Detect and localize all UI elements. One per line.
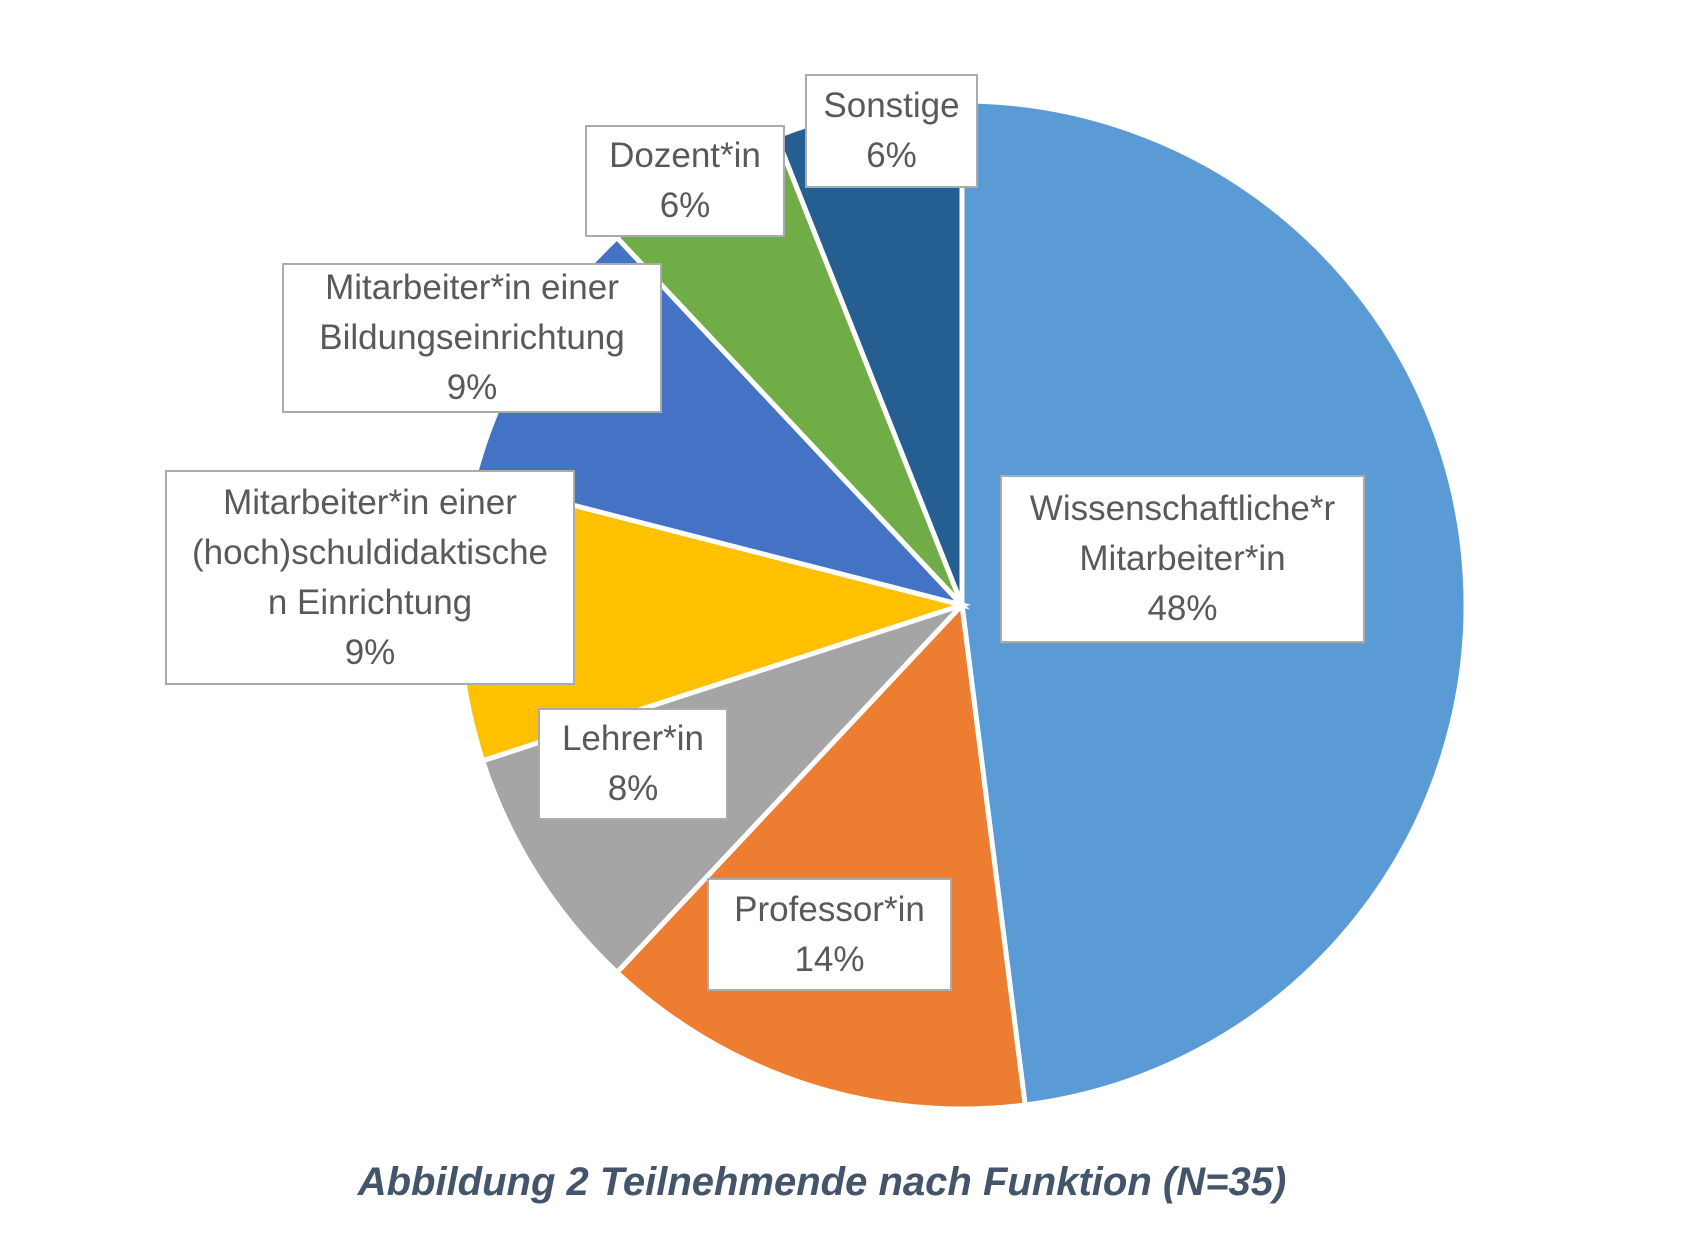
data-label-6: Dozent*in 6% (585, 125, 785, 237)
data-label-line: 6% (866, 136, 917, 175)
data-label-line: Lehrer*in (561, 719, 705, 758)
data-label-line: Professor*in (734, 889, 925, 929)
data-label-line: Dozent*in (609, 136, 761, 175)
data-label-4: Mitarbeiter*in einer (hoch)schuldidaktisc… (165, 470, 575, 685)
data-label-line: 6% (659, 186, 711, 225)
data-label-line: Mitarbeiter*in (1079, 539, 1286, 578)
data-label-1: Wissenschaftliche*r Mitarbeiter*in 48% (1000, 475, 1365, 643)
figure-caption: Abbildung 2 Teilnehmende nach Funktion (… (357, 1160, 1287, 1204)
data-label-line: 14% (794, 939, 865, 979)
data-label-line: Sonstige (823, 86, 960, 125)
data-label-line: 8% (607, 769, 659, 808)
data-label-7: Sonstige 6% (805, 74, 978, 188)
data-label-2: Professor*in 14% (707, 878, 952, 991)
data-label-line: Mitarbeiter*in einer (325, 268, 619, 307)
data-label-line: Wissenschaftliche*r (1029, 489, 1336, 528)
data-label-5: Mitarbeiter*in einer Bildungseinrichtung 9… (282, 263, 662, 413)
data-label-line: n Einrichtung (267, 582, 473, 622)
data-label-line: Mitarbeiter*in einer (223, 482, 517, 522)
data-label-line: (hoch)schuldidaktische (191, 532, 548, 572)
data-label-line: 48% (1147, 589, 1218, 628)
data-label-line: 9% (446, 368, 498, 407)
data-label-line: 9% (344, 632, 396, 672)
data-label-line: Bildungseinrichtung (319, 318, 625, 357)
data-label-3: Lehrer*in 8% (538, 708, 728, 820)
